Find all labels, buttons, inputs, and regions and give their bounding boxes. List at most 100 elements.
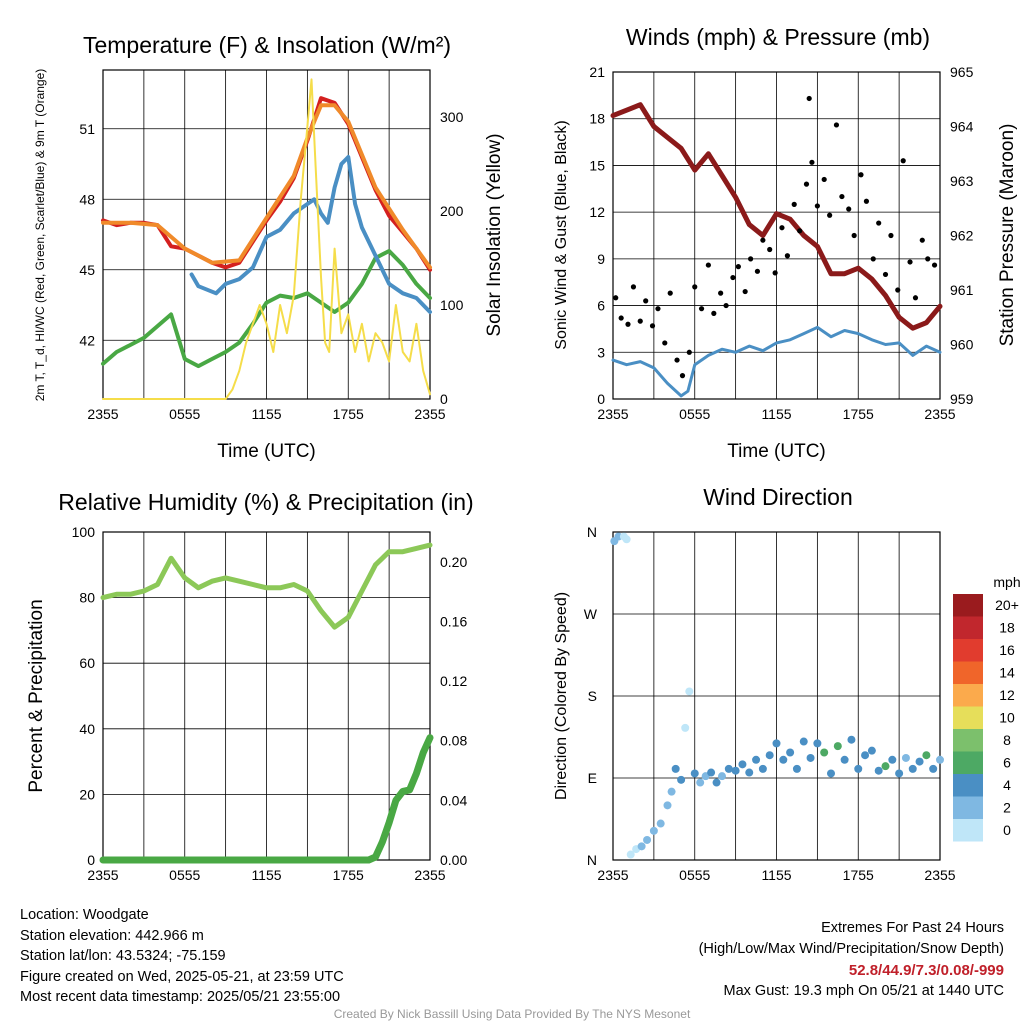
x-tick-label: 2355 (87, 406, 118, 422)
right-y-tick-label: 0.04 (440, 792, 467, 808)
series-line (101, 103, 432, 270)
legend-swatch (953, 639, 983, 662)
legend-swatch (953, 706, 983, 729)
gust-point (784, 253, 791, 259)
left-y-axis-label: Sonic Wind & Gust (Blue, Black) (553, 120, 570, 349)
right-y-tick-label: 961 (950, 282, 974, 298)
x-axis-label: Time (UTC) (727, 441, 826, 462)
gust-point (662, 340, 668, 346)
right-y-tick-label: 100 (440, 297, 464, 313)
x-tick-label: 2355 (414, 406, 445, 422)
chart-title: Relative Humidity (%) & Precipitation (i… (58, 489, 473, 515)
direction-point (881, 762, 890, 771)
direction-point (745, 768, 754, 777)
gust-point (888, 232, 894, 239)
direction-point (718, 772, 726, 781)
x-tick-label: 0555 (169, 406, 200, 422)
gust-point (667, 290, 673, 296)
gust-point (821, 176, 827, 183)
extremes-title: Extremes For Past 24 Hours (821, 920, 1004, 936)
series-line (102, 78, 431, 400)
direction-point (656, 819, 665, 828)
x-tick-label: 2355 (414, 867, 445, 883)
gust-point (679, 373, 686, 379)
left-y-tick-label: 9 (597, 251, 605, 267)
legend-title: mph (993, 574, 1020, 590)
gust-point (760, 237, 766, 243)
gust-point (625, 321, 631, 327)
direction-point (671, 764, 680, 773)
gust-point (919, 237, 925, 243)
figure-created: Figure created on Wed, 2025-05-21, at 23… (20, 968, 344, 985)
left-y-tick-label: 21 (589, 64, 605, 80)
gust-point (779, 225, 785, 231)
left-y-tick-label: 40 (79, 721, 95, 737)
series-line (99, 734, 434, 864)
series-line (189, 155, 432, 314)
legend-label: 4 (1003, 777, 1011, 793)
x-tick-label: 1755 (843, 406, 874, 422)
direction-point (827, 769, 835, 778)
x-tick-label: 2355 (597, 406, 628, 422)
legend-label: 6 (1003, 755, 1011, 771)
right-y-tick-label: 963 (950, 173, 974, 189)
right-y-tick-label: 0.00 (440, 852, 467, 868)
x-tick-label: 1155 (251, 406, 281, 422)
direction-point (649, 826, 658, 835)
direction-point (690, 769, 699, 778)
gust-point (876, 220, 882, 226)
gust-point (772, 270, 778, 276)
direction-point (696, 778, 705, 787)
left-y-tick-label: 60 (79, 655, 95, 671)
series-line (610, 102, 943, 331)
gust-point (692, 284, 698, 290)
x-tick-label: 0555 (679, 867, 710, 883)
direction-point (915, 757, 924, 766)
direction-point (677, 775, 686, 784)
gust-point (698, 306, 705, 312)
left-y-tick-label: 20 (79, 786, 95, 802)
gust-point (718, 290, 724, 296)
gust-point (686, 349, 692, 355)
right-y-tick-label: 200 (440, 203, 464, 219)
chart-title: Temperature (F) & Insolation (W/m²) (83, 32, 451, 58)
gust-point (613, 295, 619, 301)
gust-point (705, 262, 711, 268)
gust-point (791, 201, 797, 207)
direction-point (867, 746, 876, 755)
left-y-axis-label: Percent & Precipitation (26, 599, 47, 792)
gust-point (711, 310, 717, 316)
series-line (611, 325, 942, 398)
direction-point (667, 787, 676, 796)
gust-point (846, 206, 852, 212)
left-y-tick-label: 15 (589, 157, 605, 173)
direction-point (712, 778, 721, 787)
left-y-tick-label: 42 (79, 332, 95, 348)
right-y-tick-label: 959 (950, 391, 974, 407)
left-y-axis-label: Direction (Colored By Speed) (553, 592, 570, 800)
left-y-tick-label: 12 (589, 204, 605, 220)
legend-label: 2 (1003, 800, 1011, 816)
right-y-tick-label: 0.08 (440, 733, 467, 749)
legend-swatch (953, 594, 983, 617)
direction-point (847, 735, 856, 744)
right-y-axis-label: Solar Insolation (Yellow) (484, 133, 505, 336)
legend-label: 10 (999, 710, 1015, 726)
gust-point (735, 264, 741, 270)
gust-point (895, 287, 901, 293)
direction-point (772, 739, 781, 748)
gust-point (814, 203, 820, 209)
left-y-tick-label: 100 (72, 524, 96, 540)
x-tick-label: 2355 (924, 867, 955, 883)
chart-title: Wind Direction (703, 484, 853, 510)
direction-point (752, 755, 761, 764)
series-line (100, 542, 433, 630)
direction-point (854, 764, 863, 773)
direction-point (813, 739, 822, 748)
x-tick-label: 1755 (843, 867, 874, 883)
gust-point (649, 323, 656, 329)
gust-point (900, 158, 906, 164)
gust-point (797, 228, 803, 234)
gust-point (851, 232, 857, 239)
left-y-axis-label: 2m T, T_d, HI/WC (Red, Green, Scarlet/Bl… (33, 69, 47, 402)
